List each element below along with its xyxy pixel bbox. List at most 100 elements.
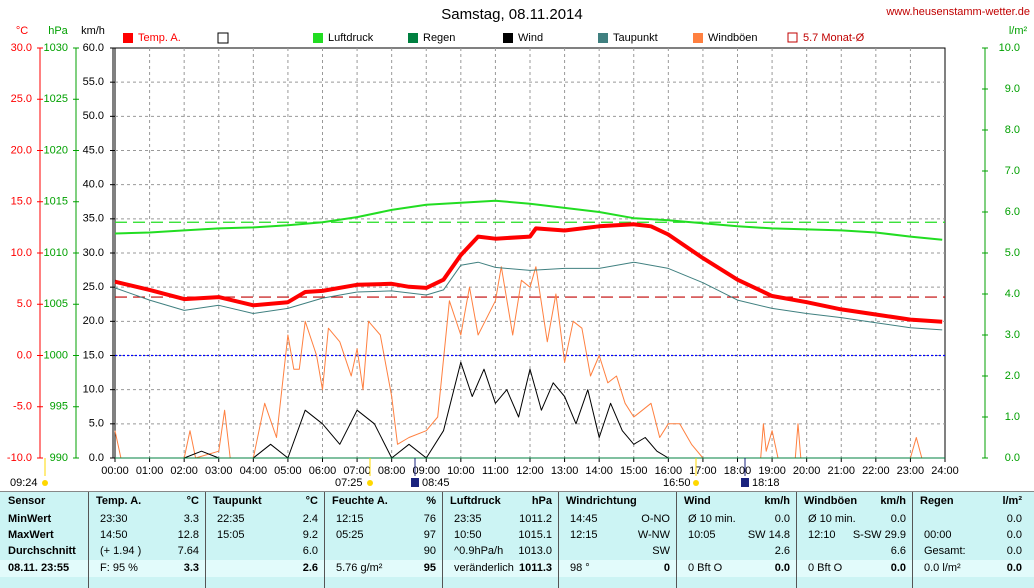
table-cell: °C	[186, 495, 199, 507]
y-tick-label: 0.0	[1005, 452, 1020, 464]
x-tick-label: 14:00	[585, 465, 613, 477]
y-tick-label: 55.0	[83, 76, 104, 88]
y-tick-label: 0.0	[89, 452, 104, 464]
series-line	[114, 222, 943, 324]
table-cell: W-NW	[637, 529, 670, 541]
table-cell: 0 Bft O	[808, 562, 843, 574]
table-cell: Luftdruck	[450, 495, 501, 507]
table-cell: hPa	[531, 495, 552, 507]
table-cell: 1015.1	[518, 529, 552, 541]
y-tick-label: 0.0	[17, 349, 32, 361]
x-tick-label: 18:00	[724, 465, 752, 477]
y-tick-label: 1025	[44, 93, 68, 105]
legend-label: Regen	[423, 32, 455, 44]
legend-label: Taupunkt	[613, 32, 658, 44]
table-cell: 2.6	[302, 562, 318, 574]
table-cell: 2.6	[774, 545, 790, 557]
y-tick-label: 1000	[44, 349, 68, 361]
table-cell: 95	[423, 562, 436, 574]
table-cell: km/h	[880, 495, 906, 507]
table-cell: 0.0	[1006, 545, 1022, 557]
table-cell: 6.0	[302, 545, 318, 557]
axis-label: hPa	[48, 25, 68, 37]
sun-marker	[42, 480, 48, 486]
series-line	[115, 361, 945, 459]
y-tick-label: 1.0	[1005, 411, 1020, 423]
x-tick-label: 03:00	[205, 465, 233, 477]
y-tick-label: 995	[50, 401, 68, 413]
column-separator	[324, 492, 325, 588]
table-cell: 08.11. 23:55	[8, 562, 70, 574]
legend-swatch	[313, 33, 323, 43]
y-tick-label: 7.0	[1005, 165, 1020, 177]
moon-marker	[411, 478, 419, 487]
x-tick-label: 04:00	[240, 465, 268, 477]
y-tick-label: 1010	[44, 247, 68, 259]
column-separator	[912, 492, 913, 588]
y-tick-label: 5.0	[1005, 247, 1020, 259]
y-tick-label: 25.0	[11, 93, 32, 105]
x-tick-label: 00:00	[101, 465, 129, 477]
table-cell: Gesamt:	[924, 545, 966, 557]
legend-label: Luftdruck	[328, 32, 374, 44]
table-cell: (+ 1.94 )	[100, 545, 142, 557]
table-cell: 23:30	[100, 513, 128, 525]
table-cell: 1011.2	[519, 513, 552, 525]
y-tick-label: 45.0	[83, 144, 104, 156]
table-cell: Durchschnitt	[8, 545, 76, 557]
chart-title: Samstag, 08.11.2014	[441, 6, 583, 23]
column-separator	[442, 492, 443, 588]
axis-label: °C	[16, 25, 28, 37]
table-cell: 98 °	[570, 562, 590, 574]
x-tick-label: 08:00	[378, 465, 406, 477]
y-tick-label: 30.0	[83, 247, 104, 259]
chart: Samstag, 08.11.2014 www.heusenstamm-wett…	[7, 6, 1030, 489]
table-cell: 90	[423, 545, 436, 557]
y-tick-label: 20.0	[83, 315, 104, 327]
table-cell: MaxWert	[8, 529, 54, 541]
y-tick-label: 8.0	[1005, 124, 1020, 136]
table-cell: 0.0	[1006, 513, 1022, 525]
table-cell: 1013.0	[518, 545, 552, 557]
table-cell: 0.0	[890, 562, 906, 574]
legend-swatch	[503, 33, 513, 43]
x-tick-label: 16:00	[655, 465, 683, 477]
y-tick-label: 1015	[44, 196, 68, 208]
table-cell: 6.6	[890, 545, 906, 557]
y-tick-label: 2.0	[1005, 370, 1020, 382]
table-cell: 0.0 l/m²	[924, 562, 961, 574]
table-cell: 10:50	[454, 529, 482, 541]
table-cell: 0.0	[1006, 529, 1022, 541]
legend-swatch	[598, 33, 608, 43]
y-tick-label: 60.0	[83, 42, 104, 54]
x-tick-label: 02:00	[170, 465, 198, 477]
x-tick-label: 06:00	[309, 465, 337, 477]
table-cell: SW 14.8	[747, 529, 790, 541]
table-cell: 12:15	[570, 529, 598, 541]
table-cell: S-SW 29.9	[852, 529, 906, 541]
table-cell: Feuchte A.	[332, 495, 388, 507]
x-tick-label: 10:00	[447, 465, 475, 477]
table-cell: Sensor	[8, 495, 46, 507]
table-cell: Ø 10 min.	[808, 513, 856, 525]
table-cell: 5.76 g/m²	[336, 562, 383, 574]
table-cell: 0	[663, 562, 670, 574]
table-cell: 0.0	[890, 513, 906, 525]
table-cell: 7.64	[177, 545, 199, 557]
table-cell: Ø 10 min.	[688, 513, 736, 525]
y-tick-label: 25.0	[83, 281, 104, 293]
y-tick-label: 20.0	[11, 144, 32, 156]
table-cell: 14:50	[100, 529, 128, 541]
table-cell: 0.0	[774, 513, 790, 525]
table-cell: veränderlich	[454, 562, 514, 574]
legend-swatch	[408, 33, 418, 43]
y-tick-label: 1030	[44, 42, 68, 54]
site-link: www.heusenstamm-wetter.de	[885, 6, 1030, 18]
table-cell: 22:35	[217, 513, 245, 525]
sun-marker	[693, 480, 699, 486]
x-tick-label: 15:00	[620, 465, 648, 477]
y-tick-label: -10.0	[7, 452, 32, 464]
sun-time: 07:25	[335, 477, 363, 489]
y-tick-label: 10.0	[11, 247, 32, 259]
